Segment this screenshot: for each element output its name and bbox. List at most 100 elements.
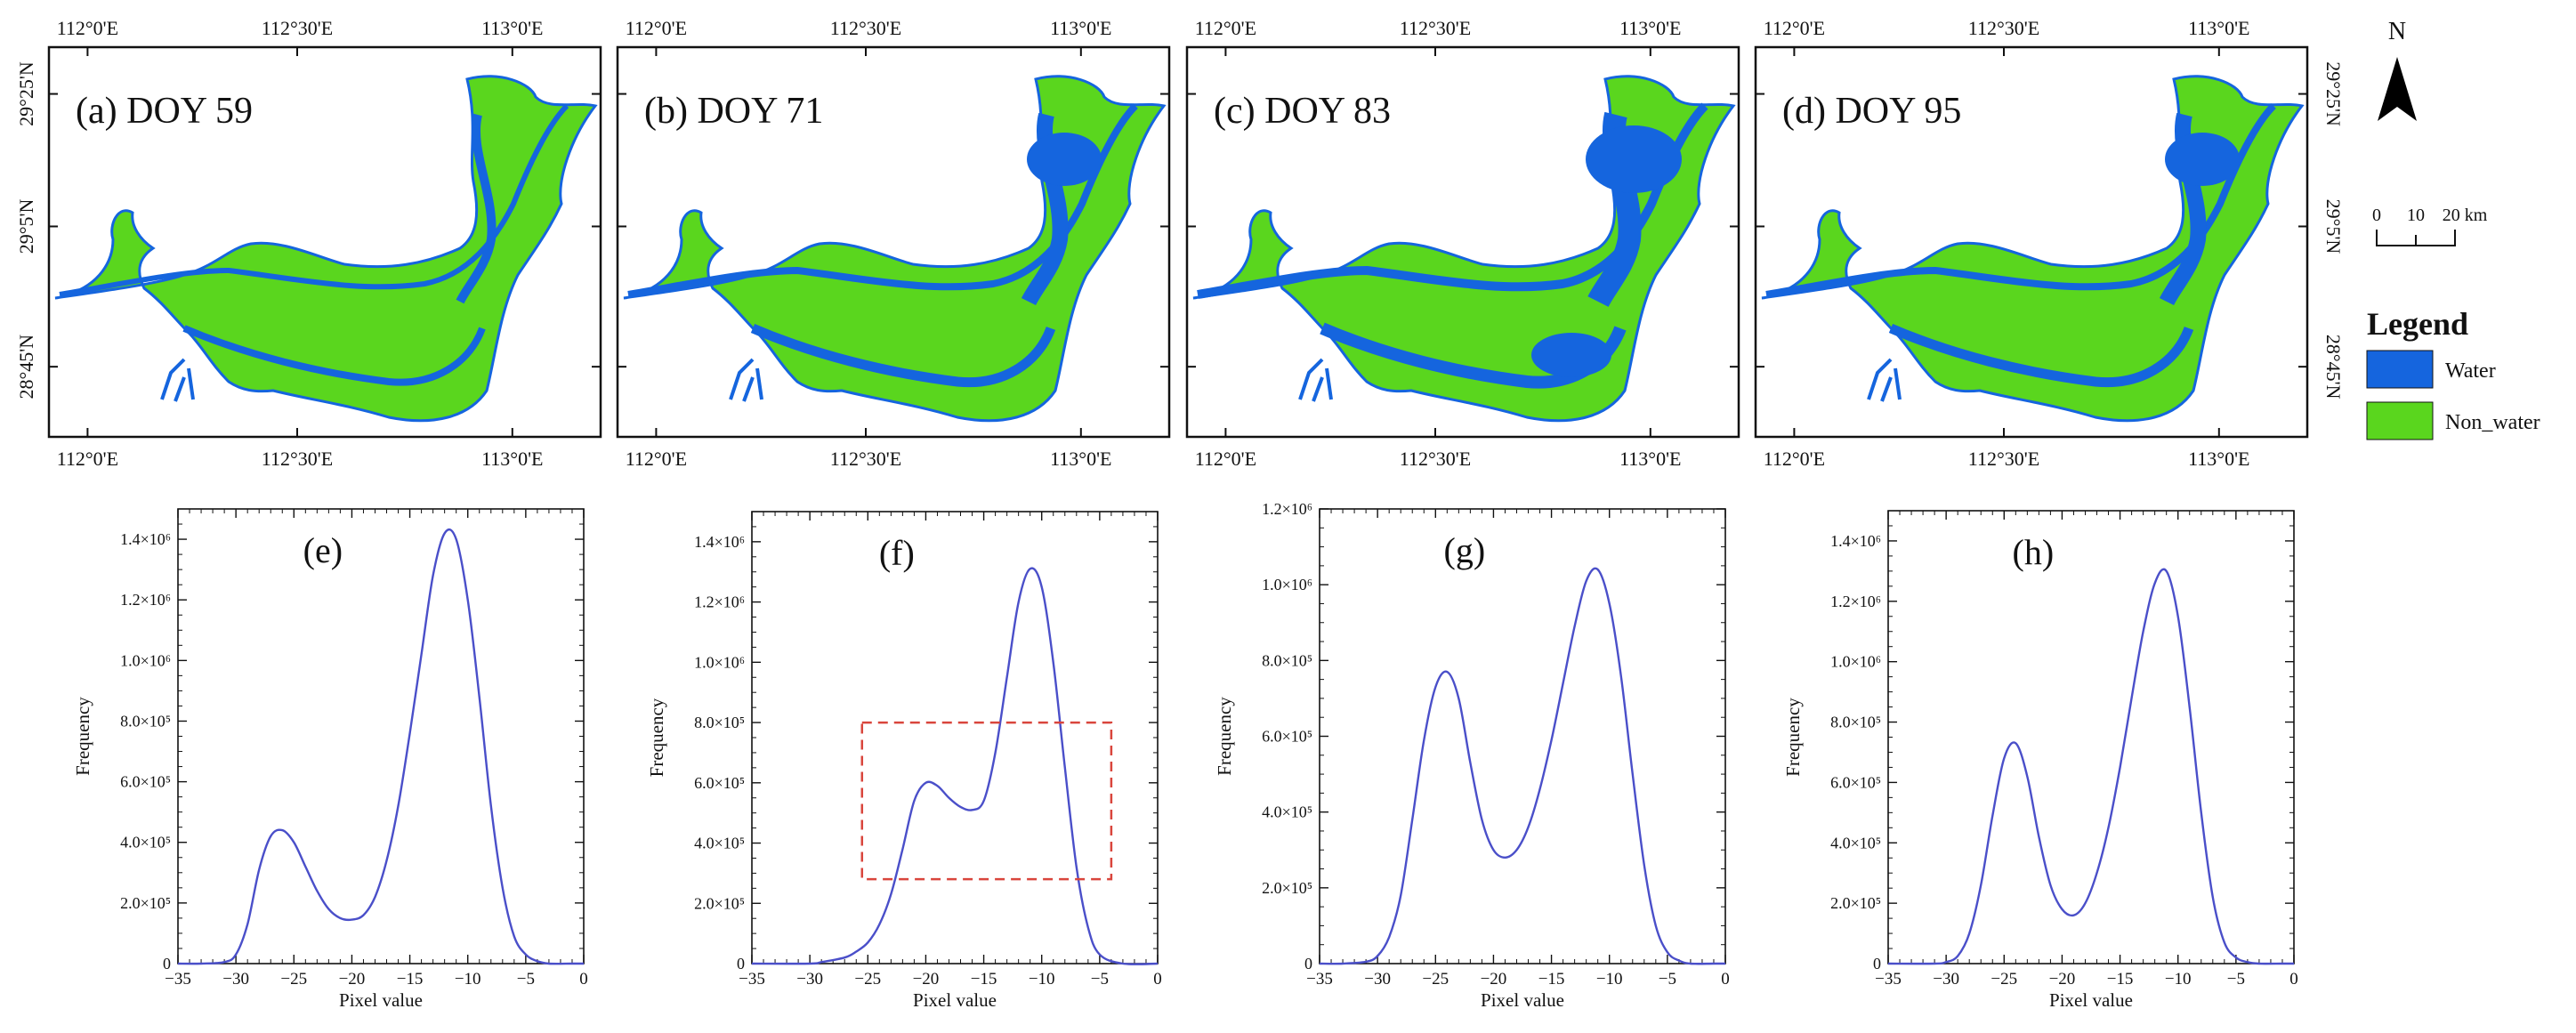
- y-tick-label: 4.0×10⁵: [120, 834, 171, 851]
- plot-frame: [178, 509, 584, 964]
- scale-tick-label-1: 10: [2407, 206, 2425, 225]
- lon-label-top: 112°0'E: [57, 17, 118, 39]
- lat-label-left: 29°5'N: [15, 199, 37, 254]
- x-tick-label: −20: [1481, 970, 1507, 989]
- histogram-panels: −35 −30 −25 −20 −15 −10 −5 0 0 2.0×10⁵ 4.0×10⁵ 6.0×…: [72, 500, 2298, 1011]
- y-tick-label: 1.0×10⁶: [1262, 576, 1312, 593]
- y-tick-label: 1.0×10⁶: [120, 651, 171, 669]
- x-tick-label: −20: [913, 970, 940, 989]
- lon-label-top: 112°0'E: [626, 17, 687, 39]
- lon-label-top: 113°0'E: [481, 17, 543, 39]
- frequency-curve: [752, 569, 1158, 964]
- y-tick-label: 4.0×10⁵: [1262, 803, 1312, 821]
- chart-panel-0: −35 −30 −25 −20 −15 −10 −5 0 0 2.0×10⁵ 4.0×10⁵ 6.0×…: [72, 509, 588, 1011]
- lon-label-bottom: 112°0'E: [1195, 448, 1256, 470]
- plot-frame: [1320, 509, 1725, 964]
- lat-label-left: 29°25'N: [15, 61, 37, 126]
- frequency-curve: [1320, 569, 1725, 964]
- x-axis-label: Pixel value: [913, 989, 997, 1011]
- y-tick-label: 6.0×10⁵: [120, 773, 171, 791]
- water-body: [1531, 333, 1611, 377]
- y-tick-label: 0: [163, 955, 171, 972]
- x-tick-label: −5: [2227, 970, 2245, 989]
- y-tick-label: 1.0×10⁶: [1830, 653, 1881, 671]
- x-tick-label: −25: [280, 970, 307, 989]
- water-body: [2165, 133, 2240, 186]
- x-tick-label: −30: [222, 970, 249, 989]
- y-tick-label: 1.2×10⁶: [1262, 500, 1312, 518]
- map-panel-2: (c) DOY 83 112°0'E 112°0'E 112°30'E 112°30'E…: [1187, 17, 1739, 470]
- lon-label-bottom: 113°0'E: [2188, 448, 2249, 470]
- scale-bar-line: [2377, 230, 2455, 246]
- lon-label-top: 112°30'E: [1968, 17, 2039, 39]
- x-tick-label: −5: [517, 970, 535, 989]
- legend-swatch-non-water: [2367, 402, 2433, 440]
- north-label: N: [2388, 18, 2406, 45]
- lon-label-top: 112°0'E: [1764, 17, 1825, 39]
- map-panels: (a) DOY 59 112°0'E 112°0'E 112°30'E 112°30'E…: [15, 17, 2345, 470]
- lat-label-right: 28°45'N: [2322, 335, 2345, 399]
- lon-label-bottom: 112°30'E: [1400, 448, 1471, 470]
- water-body: [1586, 125, 1682, 193]
- x-tick-label: −25: [854, 970, 881, 989]
- x-axis-label: Pixel value: [2049, 989, 2133, 1011]
- y-tick-label: 1.4×10⁶: [120, 530, 171, 548]
- panel-label: (e): [303, 530, 343, 570]
- legend-title: Legend: [2367, 306, 2468, 342]
- water-body: [1027, 133, 1102, 186]
- lon-label-top: 112°30'E: [262, 17, 333, 39]
- y-axis-label: Frequency: [72, 697, 93, 776]
- panel-label: (g): [1444, 530, 1486, 570]
- x-tick-label: −10: [1029, 970, 1055, 989]
- panel-label: (h): [2013, 532, 2055, 572]
- y-tick-label: 8.0×10⁵: [694, 714, 745, 731]
- lon-label-bottom: 112°30'E: [830, 448, 901, 470]
- y-tick-label: 1.2×10⁶: [120, 591, 171, 609]
- lon-label-top: 112°30'E: [830, 17, 901, 39]
- y-tick-label: 0: [1873, 955, 1881, 972]
- y-axis-label: Frequency: [1782, 698, 1804, 777]
- lon-label-bottom: 112°30'E: [1968, 448, 2039, 470]
- y-axis-label: Frequency: [646, 698, 667, 777]
- x-tick-label: −15: [1538, 970, 1565, 989]
- x-tick-label: −35: [1306, 970, 1333, 989]
- map-panel-0: (a) DOY 59 112°0'E 112°0'E 112°30'E 112°30'E…: [15, 17, 601, 470]
- map-label: (b) DOY 71: [644, 91, 823, 132]
- y-tick-label: 2.0×10⁵: [120, 894, 171, 912]
- lat-label-right: 29°25'N: [2322, 61, 2345, 126]
- x-tick-label: −10: [2165, 970, 2192, 989]
- y-tick-label: 2.0×10⁵: [1830, 894, 1881, 912]
- x-tick-label: −5: [1091, 970, 1109, 989]
- y-tick-label: 6.0×10⁵: [1830, 773, 1881, 791]
- x-tick-label: 0: [1721, 970, 1730, 989]
- x-tick-label: −25: [1422, 970, 1449, 989]
- y-tick-label: 8.0×10⁵: [1262, 651, 1312, 669]
- x-tick-label: −15: [971, 970, 997, 989]
- x-axis-label: Pixel value: [1481, 989, 1564, 1011]
- lon-label-top: 112°0'E: [1195, 17, 1256, 39]
- x-tick-label: −15: [397, 970, 424, 989]
- north-arrow: N: [2378, 18, 2417, 121]
- y-tick-label: 6.0×10⁵: [1262, 728, 1312, 746]
- map-label: (a) DOY 59: [76, 91, 253, 132]
- lon-label-top: 112°30'E: [1400, 17, 1471, 39]
- x-axis-label: Pixel value: [339, 989, 423, 1011]
- y-tick-label: 1.4×10⁶: [694, 533, 745, 551]
- legend-label-non-water: Non_water: [2445, 411, 2540, 434]
- x-tick-label: −20: [339, 970, 366, 989]
- y-tick-label: 4.0×10⁵: [1830, 834, 1881, 851]
- x-tick-label: −30: [1933, 970, 1959, 989]
- x-tick-label: −10: [1596, 970, 1623, 989]
- legend-swatch-water: [2367, 351, 2433, 388]
- lon-label-bottom: 113°0'E: [1619, 448, 1681, 470]
- y-tick-label: 8.0×10⁵: [120, 712, 171, 730]
- legend: Legend Water Non_water: [2367, 306, 2540, 440]
- lat-label-left: 28°45'N: [15, 335, 37, 399]
- chart-panel-3: −35 −30 −25 −20 −15 −10 −5 002.0×10⁵4.0×10⁵6.0×…: [1782, 511, 2298, 1011]
- lat-label-right: 29°5'N: [2322, 199, 2345, 254]
- x-tick-label: −10: [455, 970, 481, 989]
- x-tick-label: 0: [579, 970, 588, 989]
- map-label: (c) DOY 83: [1214, 91, 1391, 132]
- y-tick-label: 4.0×10⁵: [694, 835, 745, 852]
- north-arrow-icon: [2378, 57, 2417, 121]
